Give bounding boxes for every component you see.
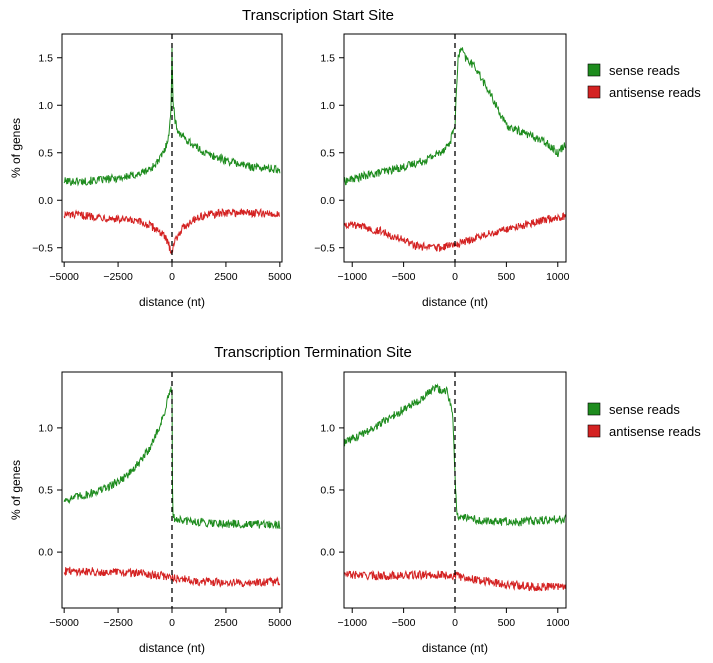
chart-panel-tts-zoom: −1000 −500 0 500 1000 0.0 0.5 1.0 distance (nt) xyxy=(320,371,570,655)
y-tick-label: 0.5 xyxy=(320,147,335,159)
x-tick-label: −5000 xyxy=(49,617,79,629)
y-tick-label: 0.0 xyxy=(320,195,335,207)
x-tick-label: 0 xyxy=(452,617,458,629)
x-tick-label: −5000 xyxy=(49,271,79,283)
y-tick-label: 0.0 xyxy=(320,547,335,559)
y-tick-label: 1.5 xyxy=(38,52,53,64)
series-line-antisense xyxy=(63,566,281,588)
legend-tss: sense reads antisense reads xyxy=(587,63,701,100)
x-tick-label: 5000 xyxy=(268,271,292,283)
chart-panel-tss-zoom: −1000 −500 0 500 1000 −0.5 0.0 0.5 1.0 1.5 distanc… xyxy=(314,33,570,309)
x-tick-label: 1000 xyxy=(546,271,570,283)
chart-panel-tss-wide: −5000 −2500 0 2500 5000 −0.5 0.0 0.5 1.0 1.5 dista… xyxy=(9,33,292,309)
x-tick-label: 0 xyxy=(169,271,175,283)
y-tick-label: 0.0 xyxy=(38,547,53,559)
y-tick-label: 0.5 xyxy=(38,485,53,497)
legend-swatch-sense xyxy=(587,402,601,416)
y-axis-label: % of genes xyxy=(9,118,23,178)
x-tick-label: 0 xyxy=(169,617,175,629)
y-tick-label: 0.5 xyxy=(320,485,335,497)
x-axis-label: distance (nt) xyxy=(422,641,488,655)
x-tick-label: −500 xyxy=(392,271,416,283)
legend-swatch-antisense xyxy=(587,424,601,438)
legend-label-antisense: antisense reads xyxy=(609,85,701,100)
legend-label-sense: sense reads xyxy=(609,63,680,78)
x-tick-label: 2500 xyxy=(214,617,238,629)
x-tick-label: 5000 xyxy=(268,617,292,629)
x-axis-label: distance (nt) xyxy=(422,295,488,309)
x-axis-label: distance (nt) xyxy=(139,295,205,309)
x-tick-label: 2500 xyxy=(214,271,238,283)
chart-panel-tts-wide: −5000 −2500 0 2500 5000 0.0 0.5 1.0 distance (nt… xyxy=(9,371,292,655)
section-title-tss: Transcription Start Site xyxy=(242,7,394,24)
y-tick-label: −0.5 xyxy=(32,242,53,254)
x-tick-label: −1000 xyxy=(337,271,367,283)
y-tick-label: −0.5 xyxy=(314,242,335,254)
x-tick-label: −2500 xyxy=(103,271,133,283)
y-tick-label: 0.0 xyxy=(38,195,53,207)
x-tick-label: −500 xyxy=(392,617,416,629)
legend-swatch-antisense xyxy=(587,85,601,99)
x-tick-label: −2500 xyxy=(103,617,133,629)
y-tick-label: 1.0 xyxy=(38,100,53,112)
legend-swatch-sense xyxy=(587,63,601,77)
y-tick-label: 0.5 xyxy=(38,147,53,159)
x-tick-label: 500 xyxy=(498,617,516,629)
section-title-tts: Transcription Termination Site xyxy=(214,344,412,361)
x-tick-label: 500 xyxy=(498,271,516,283)
x-axis-label: distance (nt) xyxy=(139,641,205,655)
legend-label-sense: sense reads xyxy=(609,402,680,417)
y-tick-label: 1.0 xyxy=(320,100,335,112)
x-tick-label: 0 xyxy=(452,271,458,283)
y-axis-label: % of genes xyxy=(9,460,23,520)
y-tick-label: 1.0 xyxy=(320,422,335,434)
legend-tts: sense reads antisense reads xyxy=(587,402,701,439)
legend-label-antisense: antisense reads xyxy=(609,424,701,439)
y-tick-label: 1.5 xyxy=(320,52,335,64)
x-tick-label: 1000 xyxy=(546,617,570,629)
x-tick-label: −1000 xyxy=(337,617,367,629)
y-tick-label: 1.0 xyxy=(38,422,53,434)
